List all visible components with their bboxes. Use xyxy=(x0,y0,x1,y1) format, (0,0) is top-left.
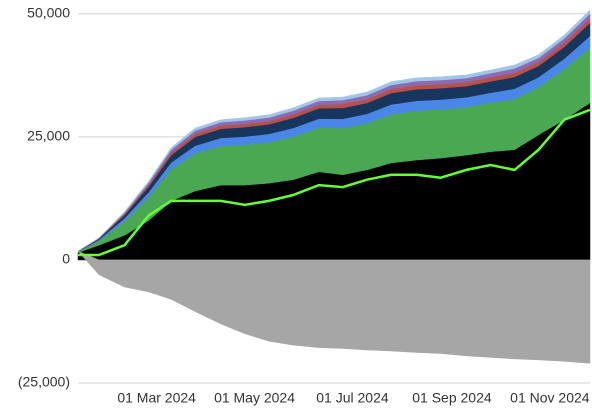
area xyxy=(77,9,591,252)
y-tick-label: 0 xyxy=(62,251,70,267)
area xyxy=(77,250,591,364)
y-tick-label: 50,000 xyxy=(27,5,70,21)
line xyxy=(78,108,591,257)
y-tick-label: 25,000 xyxy=(27,128,70,144)
x-tick-label: 01 May 2024 xyxy=(214,390,295,406)
x-tick-label: 01 Nov 2024 xyxy=(510,390,590,406)
x-tick-label: 01 Jul 2024 xyxy=(316,390,389,406)
x-tick-label: 01 Sep 2024 xyxy=(412,390,492,406)
y-tick-label: (25,000) xyxy=(18,374,70,390)
x-tick-label: 01 Mar 2024 xyxy=(117,390,196,406)
